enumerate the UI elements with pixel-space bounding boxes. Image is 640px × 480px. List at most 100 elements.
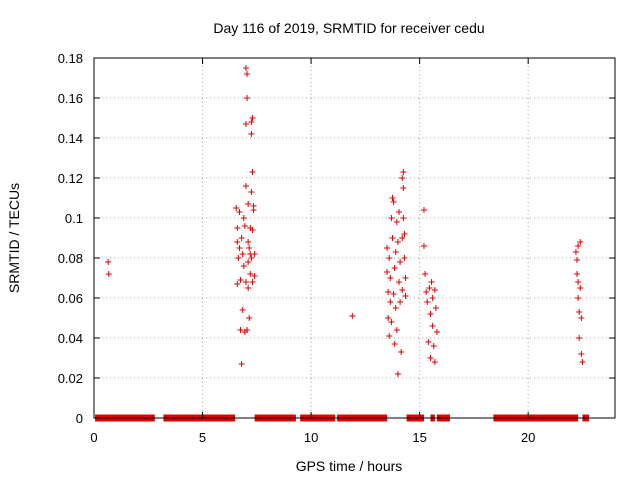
x-tick-label: 15: [412, 430, 426, 445]
data-point: [237, 277, 244, 283]
data-point: [249, 115, 256, 121]
data-point: [390, 291, 397, 297]
x-tick-label: 0: [90, 430, 97, 445]
x-tick-label: 10: [304, 430, 318, 445]
data-point: [248, 255, 255, 261]
data-point: [578, 315, 585, 321]
y-tick-label: 0.08: [58, 251, 83, 266]
data-point: [251, 251, 258, 257]
y-tick-label: 0.06: [58, 291, 83, 306]
data-point: [401, 231, 408, 237]
data-point: [424, 299, 431, 305]
chart-title: Day 116 of 2019, SRMTID for receiver ced…: [213, 20, 484, 36]
data-point: [105, 259, 112, 265]
data-point: [428, 279, 435, 285]
data-point: [432, 305, 439, 311]
data-point: [431, 359, 438, 365]
y-tick-label: 0.16: [58, 91, 83, 106]
data-point: [420, 207, 427, 213]
data-point: [244, 71, 251, 77]
x-tick-label: 20: [521, 430, 535, 445]
data-point: [245, 201, 252, 207]
data-point: [396, 209, 403, 215]
data-point: [389, 195, 396, 201]
data-point: [247, 271, 254, 277]
data-point: [401, 255, 408, 261]
data-point: [246, 315, 253, 321]
data-point: [394, 371, 401, 377]
data-point: [400, 185, 407, 191]
data-point: [572, 249, 579, 255]
data-point: [235, 255, 242, 261]
data-point: [398, 349, 405, 355]
y-tick-label: 0.04: [58, 331, 83, 346]
data-point: [575, 279, 582, 285]
data-point: [431, 287, 438, 293]
data-point: [399, 175, 406, 181]
data-point: [238, 235, 245, 241]
x-axis-label: GPS time / hours: [296, 458, 403, 474]
data-point: [393, 327, 400, 333]
data-point: [248, 189, 255, 195]
data-point: [240, 263, 247, 269]
data-point: [385, 289, 392, 295]
data-point: [430, 343, 437, 349]
data-point: [392, 249, 399, 255]
data-point: [393, 219, 400, 225]
data-point: [397, 259, 404, 265]
data-point: [242, 279, 249, 285]
data-point: [238, 361, 245, 367]
y-tick-label: 0: [76, 411, 83, 426]
data-point: [386, 255, 393, 261]
data-point: [399, 235, 406, 241]
data-point: [245, 259, 252, 265]
data-point: [392, 305, 399, 311]
data-point: [244, 95, 251, 101]
axis-ticks: 0 0.02 0.04 0.06 0.08 0.1 0.12 0.14 0.16 0.18 0 5 10…: [58, 51, 615, 445]
x-tick-label: 5: [199, 430, 206, 445]
y-tick-label: 0.14: [58, 131, 83, 146]
data-point: [429, 323, 436, 329]
data-point: [385, 315, 392, 321]
data-point: [233, 205, 240, 211]
data-point: [394, 239, 401, 245]
data-point: [234, 239, 241, 245]
data-points: [95, 65, 589, 422]
data-point: [248, 131, 255, 137]
y-tick-label: 0.02: [58, 371, 83, 386]
data-point: [427, 311, 434, 317]
data-point: [251, 273, 258, 279]
data-point: [245, 239, 252, 245]
data-point: [234, 225, 241, 231]
data-point: [239, 251, 246, 257]
data-point: [388, 319, 395, 325]
data-point: [236, 209, 243, 215]
data-point: [575, 295, 582, 301]
data-point: [105, 271, 112, 277]
data-point: [236, 245, 243, 251]
data-point: [399, 287, 406, 293]
y-tick-label: 0.18: [58, 51, 83, 66]
data-point: [249, 279, 256, 285]
data-point: [576, 309, 583, 315]
data-point: [577, 239, 584, 245]
data-point: [242, 121, 249, 127]
data-point: [245, 285, 252, 291]
data-point: [579, 359, 586, 365]
y-tick-label: 0.1: [65, 211, 83, 226]
data-point: [349, 313, 356, 319]
y-axis-label: SRMTID / TECUs: [6, 183, 22, 293]
data-point: [396, 279, 403, 285]
data-point: [248, 119, 255, 125]
data-point: [234, 281, 241, 287]
data-point: [237, 327, 244, 333]
data-point: [397, 299, 404, 305]
data-point: [246, 245, 253, 251]
data-point: [391, 341, 398, 347]
data-point: [578, 351, 585, 357]
data-point: [400, 215, 407, 221]
data-point: [402, 275, 409, 281]
data-point: [240, 215, 247, 221]
data-point: [391, 265, 398, 271]
